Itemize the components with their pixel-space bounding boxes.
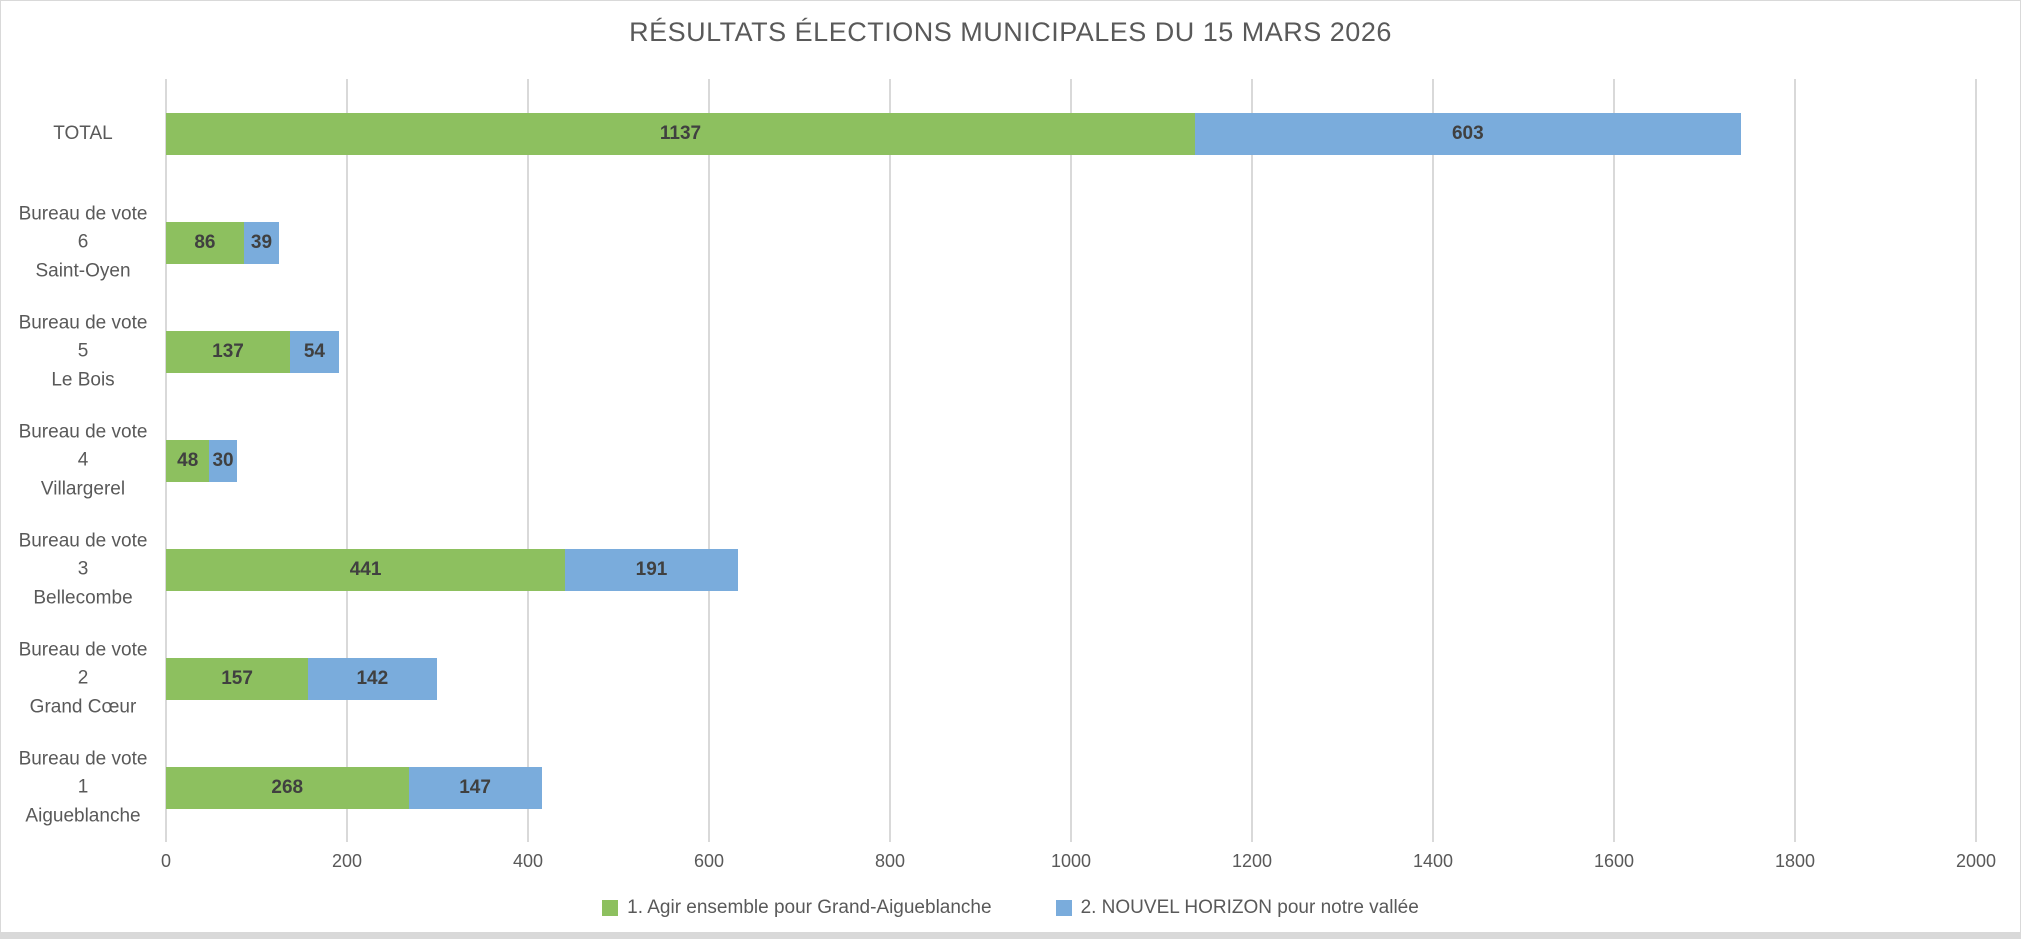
x-axis-tick-label: 0: [160, 851, 172, 871]
gridline: [1432, 79, 1434, 842]
category-label: TOTAL: [53, 122, 113, 144]
bar-value-label: 603: [1451, 122, 1484, 144]
bar-segment-blue: 30: [209, 439, 237, 482]
bar-value-label: 30: [212, 449, 234, 471]
x-axis-tick-label: 1200: [1231, 851, 1273, 871]
bar-value-label: 191: [635, 558, 668, 580]
gridline: [1975, 79, 1977, 842]
x-axis-tick-label: 2000: [1955, 851, 1997, 871]
gridline: [1613, 79, 1615, 842]
gridline: [527, 79, 529, 842]
x-axis-tick-label: 200: [331, 851, 363, 871]
bar-segment-green: 137: [166, 330, 290, 373]
x-axis-tick-label: 600: [693, 851, 725, 871]
legend-label: 2. NOUVEL HORIZON pour notre vallée: [1080, 897, 1419, 918]
x-axis-tick-label: 1000: [1050, 851, 1092, 871]
legend-color-swatch-blue: [1055, 900, 1072, 916]
bar-segment-blue: 142: [308, 657, 437, 700]
legend-item: 2. NOUVEL HORIZON pour notre vallée: [1055, 897, 1419, 919]
gridline: [1251, 79, 1253, 842]
chart-legend: 1. Agir ensemble pour Grand-Aigueblanche…: [1, 897, 2020, 919]
bar-segment-blue: 147: [408, 766, 542, 809]
legend-label: 1. Agir ensemble pour Grand-Aigueblanche: [627, 897, 992, 918]
category-label: Bureau de vote 2 Grand Cœur: [18, 638, 148, 717]
bar-value-label: 268: [271, 776, 304, 798]
bar-segment-blue: 54: [289, 330, 339, 373]
category-label: Bureau de vote 6 Saint-Oyen: [18, 202, 148, 281]
gridline: [708, 79, 710, 842]
bar-value-label: 39: [250, 231, 273, 253]
bar-value-label: 157: [221, 667, 253, 689]
bar-value-label: 441: [349, 558, 382, 580]
gridline: [346, 79, 348, 842]
bar-value-label: 48: [177, 449, 199, 471]
bar-segment-green: 268: [166, 766, 409, 809]
bar-value-label: 1137: [659, 122, 702, 144]
legend-item: 1. Agir ensemble pour Grand-Aigueblanche: [602, 897, 992, 919]
bar-segment-green: 441: [166, 548, 566, 591]
category-label: Bureau de vote 1 Aigueblanche: [18, 747, 148, 826]
category-label: Bureau de vote 3 Bellecombe: [18, 529, 148, 608]
category-label: Bureau de vote 4 Villargerel: [18, 420, 148, 499]
x-axis-tick-label: 800: [874, 851, 906, 871]
category-label: Bureau de vote 5 Le Bois: [18, 311, 148, 390]
x-axis-tick-label: 1400: [1412, 851, 1454, 871]
bar-segment-green: 157: [166, 657, 309, 700]
bar-value-label: 147: [459, 776, 491, 798]
x-axis-tick-label: 1600: [1593, 851, 1635, 871]
chart-title: RÉSULTATS ÉLECTIONS MUNICIPALES DU 15 MA…: [629, 17, 1392, 47]
gridline: [1794, 79, 1796, 842]
bar-segment-blue: 191: [565, 548, 738, 591]
bar-segment-green: 1137: [166, 112, 1195, 155]
legend-color-swatch-green: [602, 900, 619, 916]
bar-value-label: 54: [303, 340, 325, 362]
bar-segment-blue: 39: [243, 221, 280, 264]
bar-value-label: 137: [212, 340, 244, 362]
gridline: [1070, 79, 1072, 842]
bar-segment-green: 48: [166, 439, 210, 482]
gridline: [889, 79, 891, 842]
chart-bottom-border: [1, 932, 2020, 938]
bar-value-label: 86: [194, 231, 216, 253]
bar-value-label: 142: [356, 667, 389, 689]
x-axis-tick-label: 400: [512, 851, 544, 871]
bar-segment-blue: 603: [1194, 112, 1741, 155]
x-axis-tick-label: 1800: [1774, 851, 1816, 871]
bar-segment-green: 86: [166, 221, 244, 264]
